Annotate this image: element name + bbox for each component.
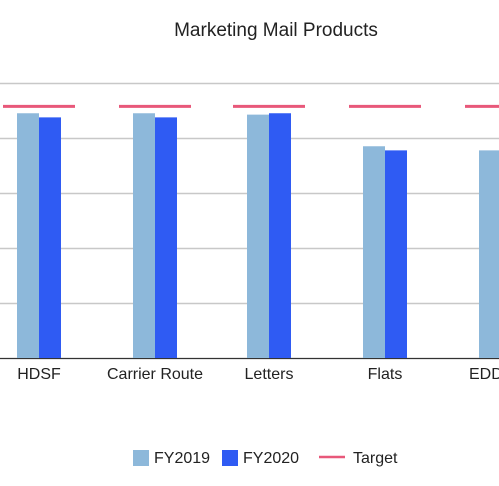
x-tick-label-letters: Letters <box>245 366 294 383</box>
x-tick-label-carrier-route: Carrier Route <box>107 366 203 383</box>
bar-fy2020-carrier-route <box>155 117 177 358</box>
legend-swatch-fy2020 <box>222 450 238 466</box>
legend-label-fy2019: FY2019 <box>154 450 210 467</box>
legend-label-target: Target <box>353 450 398 467</box>
x-tick-label-flats: Flats <box>368 366 403 383</box>
bar-fy2019-flats <box>363 146 385 358</box>
legend-label-fy2020: FY2020 <box>243 450 299 467</box>
bar-fy2019-eddm-r <box>479 150 499 358</box>
bar-fy2019-carrier-route <box>133 113 155 358</box>
chart-title: Marketing Mail Products <box>174 20 378 41</box>
x-tick-label-hdsf: HDSF <box>17 366 61 383</box>
bar-fy2020-letters <box>269 113 291 358</box>
bar-fy2020-flats <box>385 150 407 358</box>
legend-swatch-fy2019 <box>133 450 149 466</box>
legend: FY2019 FY2020 Target <box>133 450 398 467</box>
bars <box>17 113 499 358</box>
bar-fy2019-hdsf <box>17 113 39 358</box>
bar-fy2020-hdsf <box>39 117 61 358</box>
bar-fy2019-letters <box>247 114 269 358</box>
